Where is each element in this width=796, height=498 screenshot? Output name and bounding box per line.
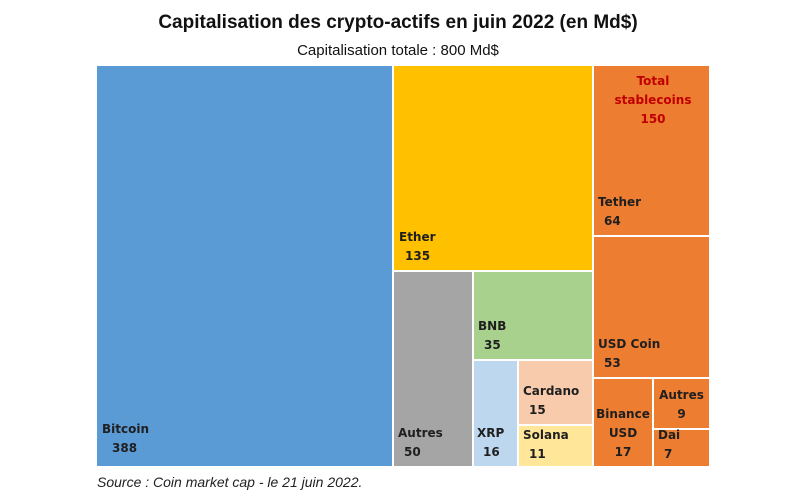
tile-name: XRP (477, 426, 505, 440)
tile-value: 64 (604, 214, 621, 228)
tile-label: Binance USD 17 (594, 405, 652, 462)
tile-value: 17 (614, 445, 632, 459)
tile-name: Cardano (523, 384, 580, 398)
tile-label: Solana 11 (523, 426, 569, 464)
tile-label: Tether 64 (598, 193, 641, 231)
tile-name: Tether (598, 195, 642, 209)
treemap-tile-tether: Tether 64 (594, 66, 709, 235)
treemap-tile-xrp: XRP 16 (474, 361, 517, 466)
tile-name: Ether (399, 230, 436, 244)
tile-value: 388 (112, 441, 138, 455)
tile-name: BNB (478, 319, 507, 333)
chart-title: Capitalisation des crypto-actifs en juin… (158, 12, 638, 33)
stablecoins-total-label: Total stablecoins 150 (598, 72, 708, 129)
tile-name: Binance USD (596, 407, 650, 440)
tile-value: 50 (404, 445, 421, 459)
tile-value: 53 (604, 356, 621, 370)
tile-name: Dai (658, 428, 681, 442)
tile-name: Bitcoin (102, 422, 150, 436)
tile-label: Ether 135 (399, 228, 436, 266)
tile-value: 11 (529, 447, 546, 461)
treemap-tile-solana: Solana 11 (519, 426, 592, 466)
tile-label: Cardano 15 (523, 382, 579, 420)
tile-value: 15 (529, 403, 546, 417)
tile-label: Bitcoin 388 (102, 420, 149, 458)
chart-subtitle: Capitalisation totale : 800 Md$ (297, 42, 499, 59)
tile-label: XRP 16 (477, 424, 504, 462)
tile-value: 135 (405, 249, 431, 263)
tile-value: 35 (484, 338, 501, 352)
tile-value: 9 (677, 407, 686, 421)
tile-label: Dai 7 (658, 426, 680, 464)
tile-value: 16 (483, 445, 500, 459)
treemap-tile-autres: Autres 50 (394, 272, 472, 466)
tile-label: USD Coin 53 (598, 335, 660, 373)
treemap-tile-cardano: Cardano 15 (519, 361, 592, 424)
treemap-tile-usd-coin: USD Coin 53 (594, 237, 709, 377)
tile-name: Solana (523, 428, 569, 442)
tile-name: USD Coin (598, 337, 661, 351)
stablecoins-value: 150 (640, 112, 666, 126)
treemap-tile-binance-usd: Binance USD 17 (594, 379, 652, 466)
tile-name: Autres (659, 388, 704, 402)
treemap-tile-bnb: BNB 35 (474, 272, 592, 359)
chart-source: Source : Coin market cap - le 21 juin 20… (97, 474, 363, 490)
tile-label: Autres 50 (398, 424, 443, 462)
tile-name: Autres (398, 426, 443, 440)
treemap-tile-bitcoin: Bitcoin 388 (97, 66, 392, 466)
tile-value: 7 (664, 447, 673, 461)
tile-label: Autres 9 (654, 386, 709, 424)
treemap-tile-dai: Dai 7 (654, 428, 709, 466)
treemap-tile-autres: Autres 9 (654, 379, 709, 428)
treemap-tile-ether: Ether 135 (394, 66, 592, 270)
tile-label: BNB 35 (478, 317, 506, 355)
stablecoins-label: Total stablecoins (614, 74, 692, 107)
